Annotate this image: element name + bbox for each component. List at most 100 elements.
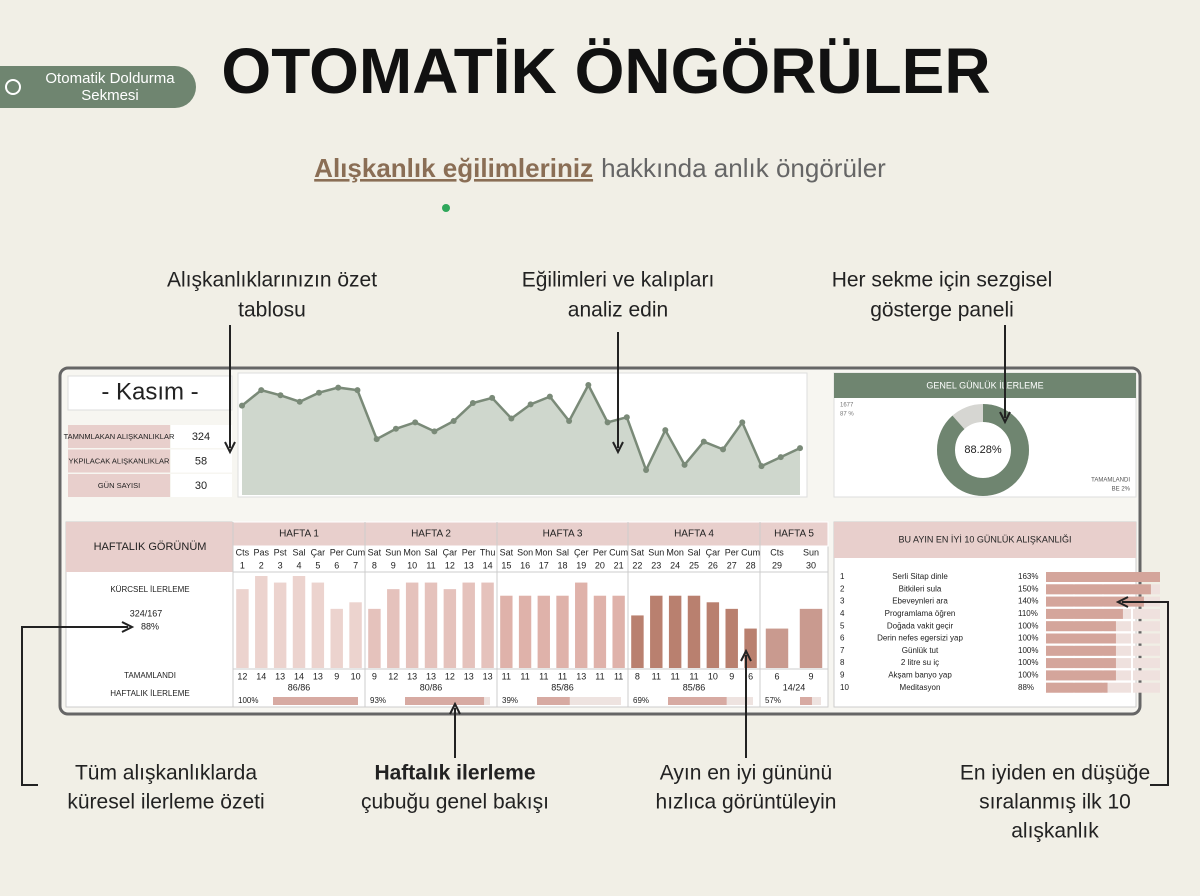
callout: Alışkanlıklarınızın özet xyxy=(167,269,377,292)
rank: 3 xyxy=(840,597,845,606)
habit-name: Derin nefes egersizi yap xyxy=(877,634,963,643)
summary-label: YKPILACAK ALIŞKANLIKLAR xyxy=(69,456,170,465)
day-name: Sat xyxy=(631,547,645,557)
habit-cell xyxy=(1133,608,1160,619)
day-bar xyxy=(255,576,268,668)
day-bar xyxy=(725,608,738,668)
day-date: 2 xyxy=(259,560,264,570)
day-name: Thu xyxy=(480,547,496,557)
habit-bar xyxy=(1046,645,1116,656)
day-name: Per xyxy=(725,547,739,557)
day-name: Sal xyxy=(292,547,305,557)
habit-percent: 88% xyxy=(1018,683,1034,692)
habit-name: Meditasyon xyxy=(900,683,941,692)
day-bar xyxy=(706,602,720,668)
completed-count: 9 xyxy=(729,671,734,681)
completed-count: 10 xyxy=(351,671,361,681)
day-date: 19 xyxy=(576,560,586,570)
habit-cell xyxy=(1133,633,1160,644)
donut-arc xyxy=(937,404,1029,496)
trend-point xyxy=(392,425,399,432)
week-progress: 85/86 xyxy=(551,682,574,692)
week-header xyxy=(759,521,829,547)
completed-count: 11 xyxy=(689,671,698,681)
day-name: Sal xyxy=(687,547,700,557)
subtitle: Alışkanlık eğilimleriniz hakkında anlık ö… xyxy=(314,153,886,183)
summary-label: TAMNMLAKAN ALIŞKANLIKLAR xyxy=(64,432,175,441)
completed-count: 11 xyxy=(652,671,661,681)
day-name: Sun xyxy=(385,547,401,557)
day-name: Cts xyxy=(770,547,784,557)
donut-small-label: TAMAMLANDI xyxy=(1091,478,1130,484)
badge-icon xyxy=(5,79,21,95)
day-date: 4 xyxy=(296,560,301,570)
week-header xyxy=(496,521,629,547)
donut-small-label: 87 % xyxy=(840,412,854,418)
habit-cell xyxy=(1104,670,1131,681)
habit-percent: 110% xyxy=(1018,609,1038,618)
habit-cell xyxy=(1133,658,1160,669)
week-name: HAFTA 5 xyxy=(774,529,814,540)
habit-name: Günlük tut xyxy=(902,646,939,655)
habit-name: Akşam banyo yap xyxy=(888,671,952,680)
rank: 10 xyxy=(840,683,849,692)
day-date: 8 xyxy=(372,560,377,570)
trend-point xyxy=(604,419,611,426)
rank: 4 xyxy=(840,609,845,618)
habit-name: Serli Sitap dinle xyxy=(892,572,948,581)
day-bar xyxy=(668,595,682,668)
completed-count: 14 xyxy=(294,671,304,681)
day-name: Per xyxy=(330,547,344,557)
day-date: 22 xyxy=(632,560,642,570)
day-date: 23 xyxy=(651,560,661,570)
habit-bar xyxy=(1046,633,1116,644)
completed-count: 10 xyxy=(708,671,718,681)
day-bar xyxy=(462,582,475,668)
completed-count: 11 xyxy=(558,671,567,681)
day-date: 10 xyxy=(407,560,417,570)
day-name: Sun xyxy=(648,547,664,557)
summary-value-cell xyxy=(171,425,232,448)
day-date: 13 xyxy=(464,560,474,570)
trend-point xyxy=(508,415,515,422)
week-name: HAFTA 4 xyxy=(674,529,714,540)
day-name: Mon xyxy=(403,547,421,557)
trend-point xyxy=(643,467,650,473)
trend-point xyxy=(681,461,688,468)
badge-text: Sekmesi xyxy=(81,87,139,104)
day-bar xyxy=(481,582,494,668)
completed-count: 13 xyxy=(407,671,417,681)
top10-header xyxy=(834,522,1136,558)
completed-count: 13 xyxy=(483,671,493,681)
day-date: 28 xyxy=(746,560,756,570)
day-name: Sat xyxy=(500,547,514,557)
trend-point xyxy=(700,438,707,445)
top10-title: BU AYIN EN İYİ 10 GÜNLÜK ALIŞKANLIĞI xyxy=(899,534,1072,544)
completed-count: 11 xyxy=(614,671,623,681)
callout: hızlıca görüntüleyin xyxy=(656,791,837,814)
donut-header xyxy=(834,373,1136,398)
day-bar xyxy=(556,595,569,668)
habit-bar xyxy=(1046,682,1108,693)
trend-point xyxy=(469,400,476,407)
callout: analiz edin xyxy=(568,299,668,322)
habit-percent: 100% xyxy=(1018,634,1038,643)
habit-bar xyxy=(1046,572,1160,582)
day-bar xyxy=(799,608,823,668)
trend-point xyxy=(585,382,592,388)
day-date: 5 xyxy=(315,560,320,570)
completed-count: 12 xyxy=(237,671,247,681)
day-name: Cum xyxy=(346,547,365,557)
completed-count: 13 xyxy=(576,671,586,681)
completed-count: 13 xyxy=(426,671,436,681)
month: - Kasım - xyxy=(101,378,198,405)
summary-label-cell xyxy=(68,474,170,497)
global-label: KÜRCSEL İLERLEME xyxy=(110,585,189,594)
day-date: 3 xyxy=(278,560,283,570)
completed-count: 8 xyxy=(635,671,640,681)
progress-track xyxy=(537,697,621,705)
day-date: 7 xyxy=(353,560,358,570)
week-percent: 100% xyxy=(238,696,258,705)
week-percent: 69% xyxy=(633,696,649,705)
